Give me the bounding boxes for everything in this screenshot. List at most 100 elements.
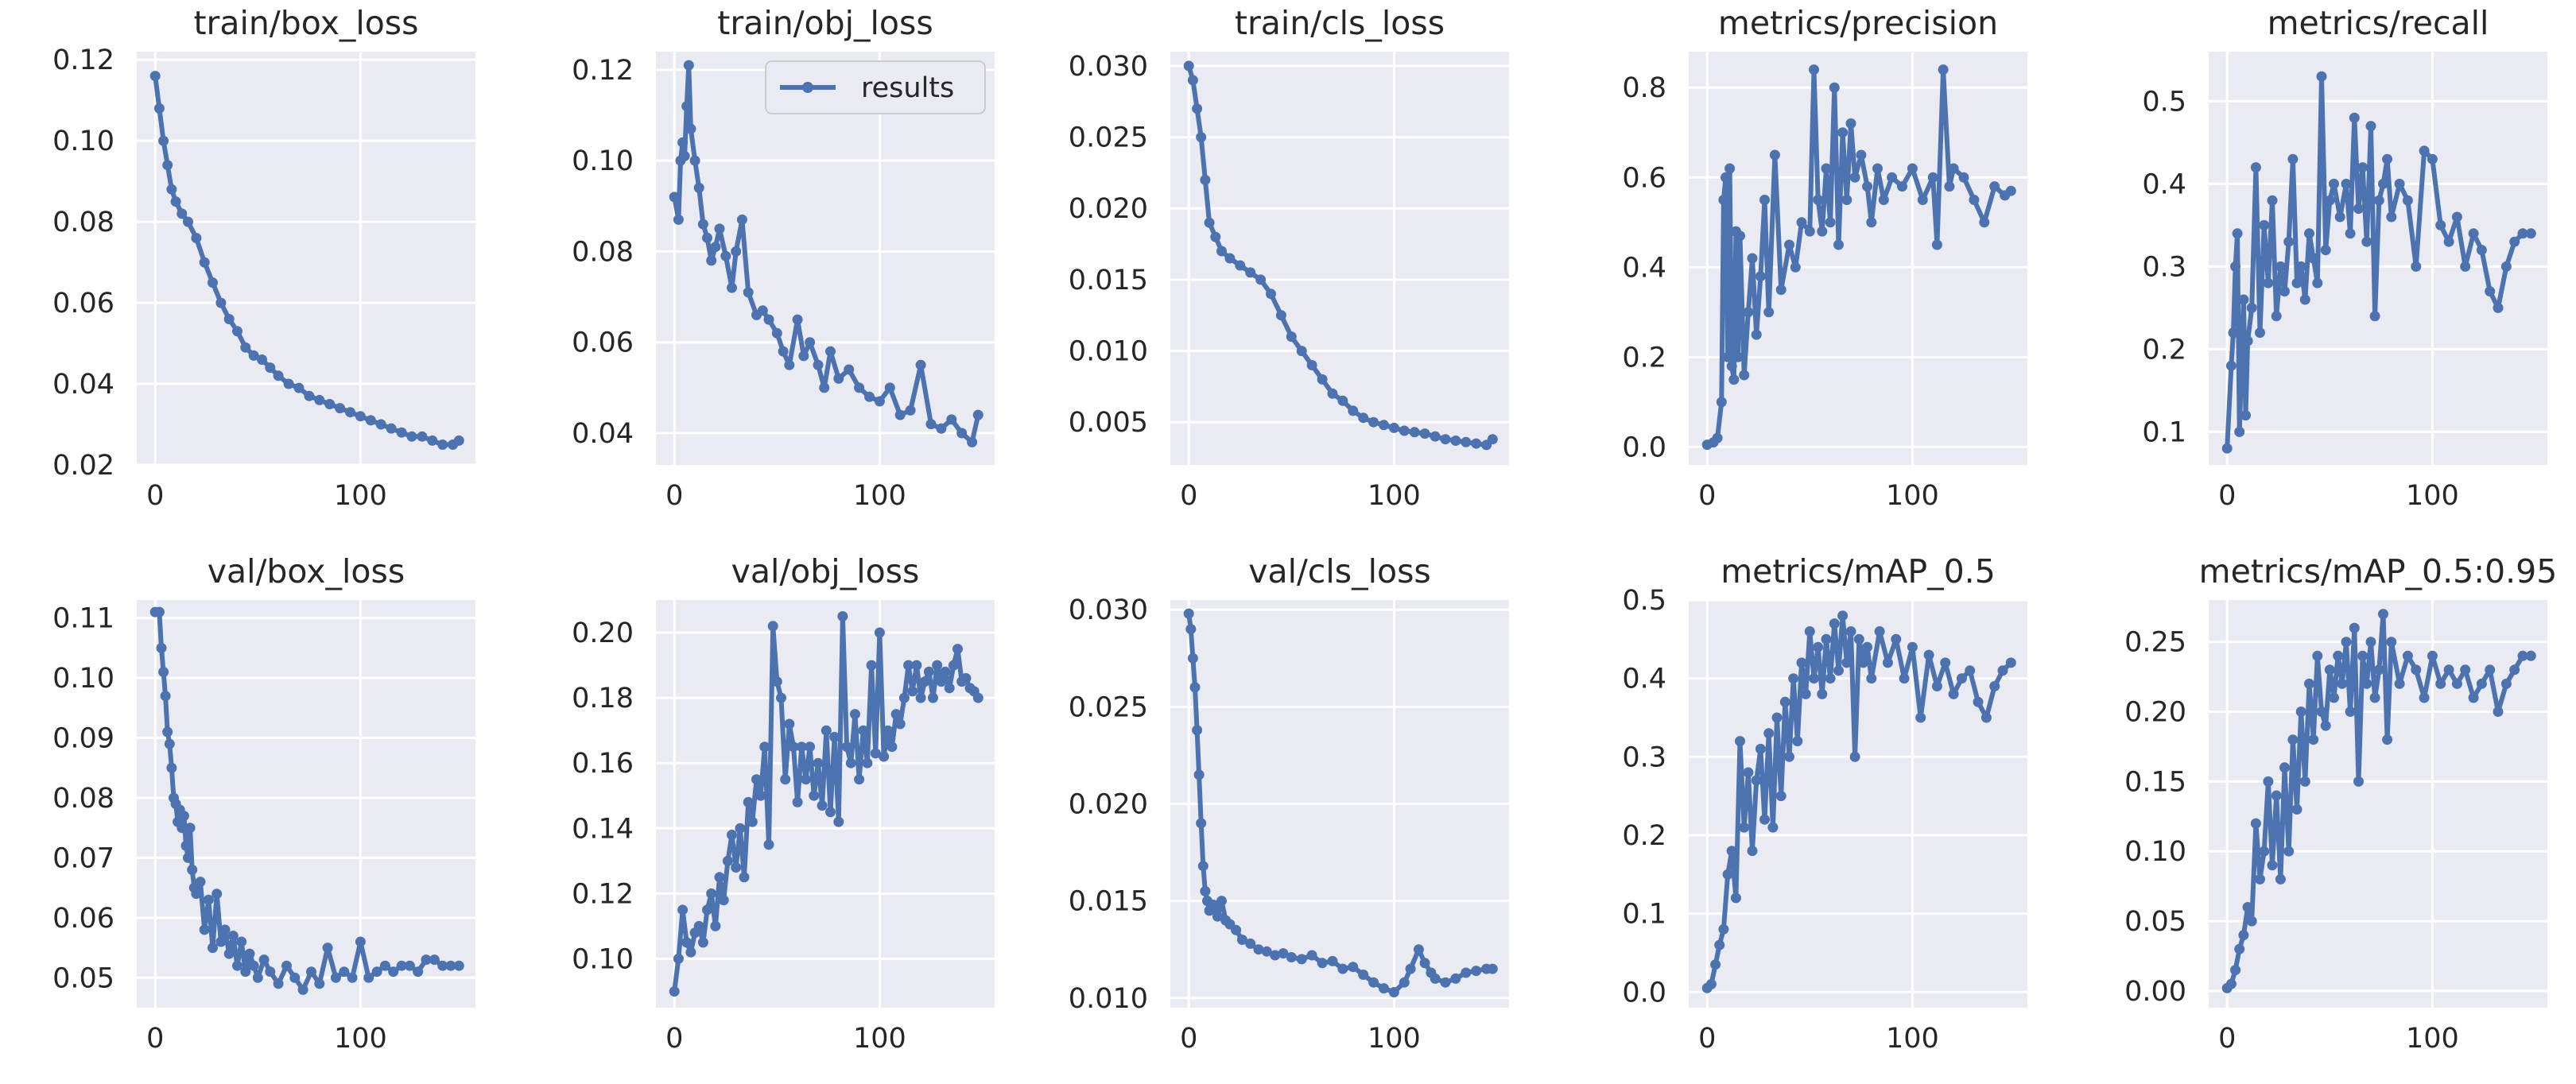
data-point [685,947,696,958]
data-point [2485,286,2496,297]
data-point [1261,946,1272,957]
y-tick-label: 0.0 [1622,977,1666,1009]
data-point [421,954,432,966]
data-point [894,409,906,420]
data-point [784,718,795,730]
data-point [162,726,173,738]
data-point [347,972,358,983]
data-point [1743,767,1754,778]
data-point [915,692,926,703]
data-point [1337,395,1348,406]
data-point [1722,351,1733,362]
data-point [2357,162,2368,173]
data-point [2295,261,2306,272]
data-point [1296,954,1307,965]
data-point [2255,873,2265,885]
data-point [1872,163,1883,174]
data-point [2263,776,2274,787]
data-point [1931,681,1942,691]
data-point [219,924,231,935]
data-point [2240,410,2251,421]
data-point [683,60,694,71]
data-point [883,725,894,736]
data-point [1368,416,1379,428]
data-point [1732,351,1744,362]
data-point [874,396,885,407]
data-point [837,611,848,621]
data-point [755,790,766,801]
data-point [322,943,333,954]
data-point [2283,236,2295,247]
data-point [1917,195,1928,205]
data-point [1931,239,1942,250]
data-point [2275,873,2286,885]
legend-label: results [861,72,954,104]
data-point [697,219,708,230]
chart-panel: val/cls_loss 0.010 0.015 0.020 0.025 0.030 0 10… [1069,552,1509,1055]
data-point [731,246,742,257]
data-point [2443,236,2454,247]
data-point [1948,688,1959,699]
data-point [2353,776,2364,787]
data-point [1882,657,1893,668]
data-point [1853,633,1864,645]
data-point [669,192,680,203]
data-point [306,966,316,978]
data-point [2369,311,2380,322]
chart-title: metrics/mAP_0.5 [1721,552,1996,590]
data-point [2382,734,2393,745]
data-point [2394,178,2405,189]
data-point [1940,657,1951,668]
data-point [932,660,943,671]
data-point [739,872,750,883]
data-point [2509,236,2520,247]
data-point [1821,163,1832,174]
data-point [2365,121,2376,132]
data-point [1409,427,1420,438]
chart-panel: val/box_loss 0.05 0.06 0.07 0.08 0.09 0.10 0.11… [52,552,475,1055]
data-point [679,150,690,161]
data-point [1743,307,1754,318]
data-point [1231,924,1242,935]
chart-title: metrics/precision [1718,4,1998,42]
data-point [1856,149,1867,161]
data-point [833,816,844,827]
y-tick-label: 0.05 [2124,906,2186,938]
data-point [925,419,937,430]
data-point [940,666,951,677]
data-point [240,966,251,978]
y-tick-label: 0.2 [1622,820,1666,852]
x-tick-label: 100 [1368,1023,1421,1055]
data-point [928,692,938,703]
data-point [747,816,758,827]
data-point [2451,211,2462,223]
data-point [203,894,214,905]
y-tick-label: 0.20 [2124,697,2186,729]
data-point [215,297,227,308]
data-point [2291,277,2302,288]
data-point [2365,637,2376,648]
data-point [706,255,717,266]
data-point [849,709,860,720]
data-point [1461,436,1472,447]
data-point [2373,664,2384,676]
data-point [2236,360,2247,371]
data-point [1185,624,1197,635]
data-point [1759,814,1770,825]
data-point [751,774,762,785]
data-point [2435,678,2446,689]
data-point [1980,712,1992,723]
data-point [289,972,301,983]
data-point [720,250,731,261]
data-point [429,954,440,966]
data-point [240,342,251,353]
data-point [903,660,914,671]
data-point [2361,678,2372,689]
data-point [1862,181,1873,192]
data-point [1779,696,1790,707]
data-point [1944,181,1955,192]
y-tick-label: 0.6 [1622,162,1666,194]
data-point [2329,178,2339,189]
data-point [177,208,188,219]
